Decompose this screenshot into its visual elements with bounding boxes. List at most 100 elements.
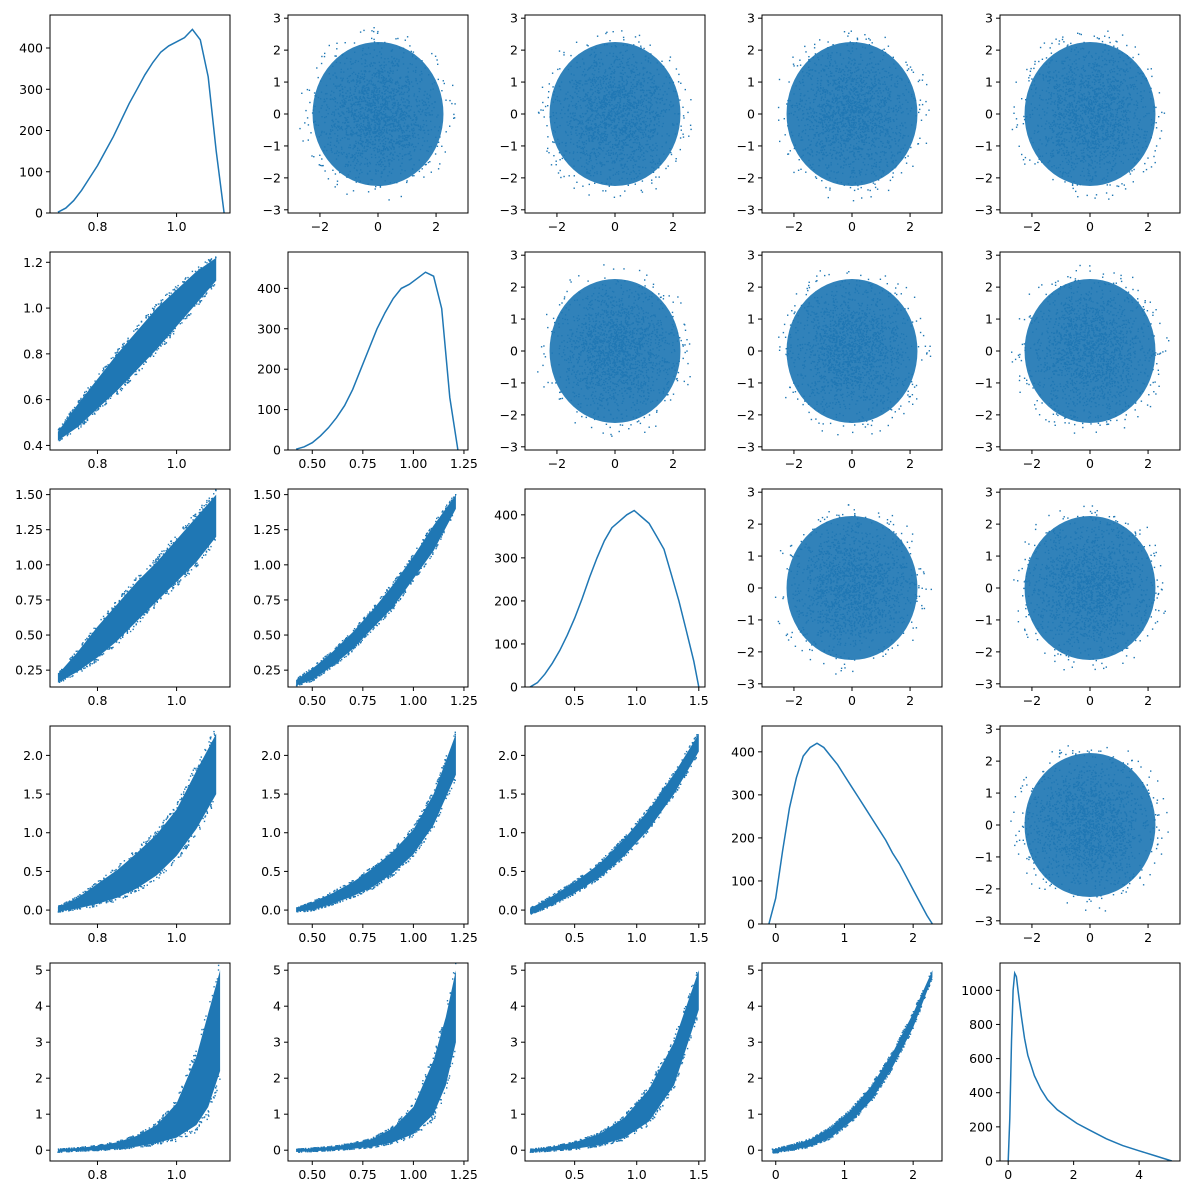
scatter-point [344,42,346,44]
y-tick-label: 1 [273,75,281,90]
scatter-point [307,124,310,126]
scatter-point [452,84,454,87]
scatter-point [909,66,912,68]
scatter-point [543,116,545,118]
scatter-point [872,182,875,184]
scatter-point [689,124,692,126]
x-tick-label: 1.0 [167,219,187,234]
scatter-point [910,146,912,149]
scatter-point [613,196,616,198]
y-tick-label: 0 [510,107,518,122]
scatter-point [559,159,561,161]
scatter-point [877,179,880,181]
scatter-point [892,172,894,174]
scatter-point [786,103,788,105]
scatter-point [870,196,872,198]
scatter-point [376,32,379,34]
scatter-point [638,41,640,43]
scatter-point [552,141,554,143]
scatter-point [544,105,547,108]
scatter-point [849,186,852,189]
scatter-point [542,109,544,111]
scatter-point [323,55,326,58]
scatter-point [400,195,402,198]
scatter-point [424,164,427,166]
plot-area [299,27,456,201]
scatter-point [900,172,903,174]
scatter-point [537,111,540,114]
scatter-point [437,63,439,65]
scatter-point [857,188,859,190]
scatter-point [454,103,456,105]
scatter-point [411,175,414,177]
scatter-point [814,53,817,55]
scatter-point [379,186,382,188]
scatter-point [920,119,923,121]
scatter-point [778,119,780,121]
scatter-point [582,185,584,187]
scatter-point [641,191,644,193]
scatter-point [453,113,455,116]
scatter-point [906,69,909,72]
scatter-point [301,92,303,94]
scatter-point [682,133,684,135]
scatter-point [540,109,542,111]
scatter-point [832,44,834,46]
scatter-point [373,41,376,43]
scatter-point [436,59,438,61]
scatter-point [413,175,415,177]
scatter-point [829,189,831,191]
scatter-point [778,78,781,81]
scatter-point [587,45,589,47]
scatter-point [688,135,690,137]
scatter-point [675,158,677,160]
scatter-point [310,132,312,134]
scatter-point [624,190,626,192]
scatter-point [321,55,323,58]
scatter-point [373,38,375,41]
scatter-point [406,181,408,184]
scatter-point [906,64,908,66]
scatter-point [553,141,555,144]
scatter-point [652,171,655,173]
scatter-point [576,181,578,183]
scatter-point [627,184,629,186]
scatter-point [594,182,596,184]
scatter-point [683,117,685,119]
scatter-point [619,195,622,197]
scatter-point [684,88,686,91]
scatter-point [363,29,365,32]
scatter-point [784,134,786,136]
scatter-point [436,145,439,147]
scatter-point [680,82,682,84]
scatter-point [808,56,810,58]
scatter-point [928,109,930,111]
scatter-point [658,176,660,178]
scatter-point [869,189,871,192]
scatter-point [623,39,625,41]
scatter-point [427,161,430,164]
scatter-point [321,165,323,167]
scatter-point [609,40,611,42]
scatter-point [821,180,823,182]
scatter-point [444,151,446,153]
scatter-point [434,153,437,155]
scatter-point [299,127,301,130]
scatter-point [602,190,604,192]
scatter-point [850,30,852,32]
scatter-point [925,100,927,103]
scatter-point [336,180,339,182]
scatter-point [453,117,455,119]
scatter-point [311,155,313,157]
scatter-point [919,137,921,139]
scatter-point [814,176,817,178]
scatter-point [690,128,692,131]
scatter-point [339,171,341,174]
scatter-point [665,167,667,170]
scatter-point [687,111,689,114]
y-tick-label: 100 [19,164,43,179]
scatter-point [853,189,856,192]
scatter-point [588,183,590,186]
scatter-point [667,165,669,167]
